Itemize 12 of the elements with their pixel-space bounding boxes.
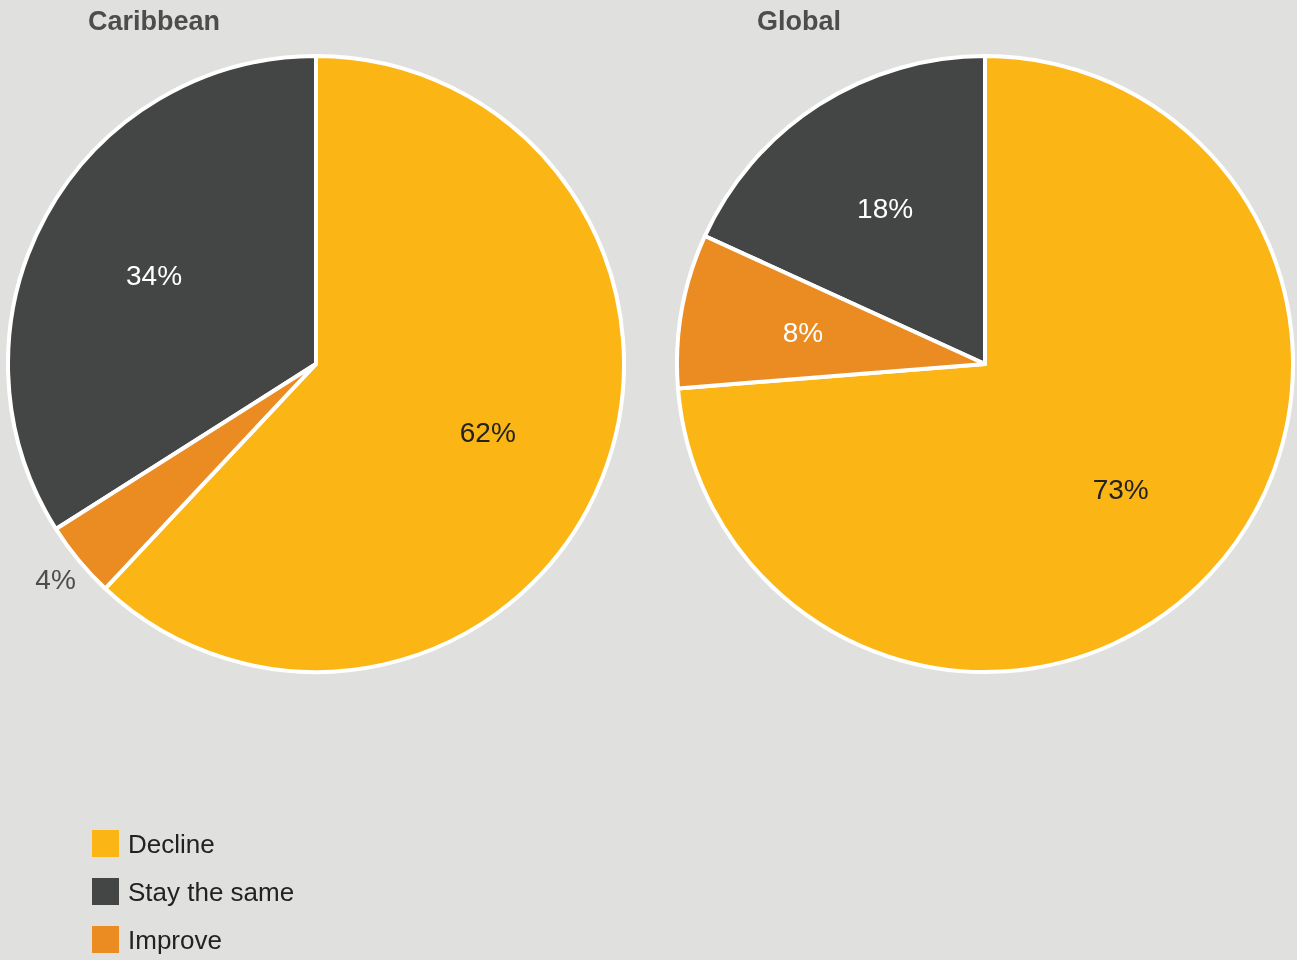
chart-title: Caribbean <box>88 6 221 36</box>
data-label: 8% <box>782 316 824 348</box>
data-label: 34% <box>126 259 183 291</box>
chart-title: Global <box>757 6 842 36</box>
legend-label: Stay the same <box>128 877 295 908</box>
legend-label: Improve <box>128 925 222 956</box>
data-label: 18% <box>857 193 914 225</box>
data-label: 4% <box>35 564 76 596</box>
legend-label: Decline <box>128 829 215 860</box>
data-label: 62% <box>459 416 516 448</box>
data-label: 73% <box>1092 474 1149 506</box>
pie-slice <box>675 54 1295 674</box>
